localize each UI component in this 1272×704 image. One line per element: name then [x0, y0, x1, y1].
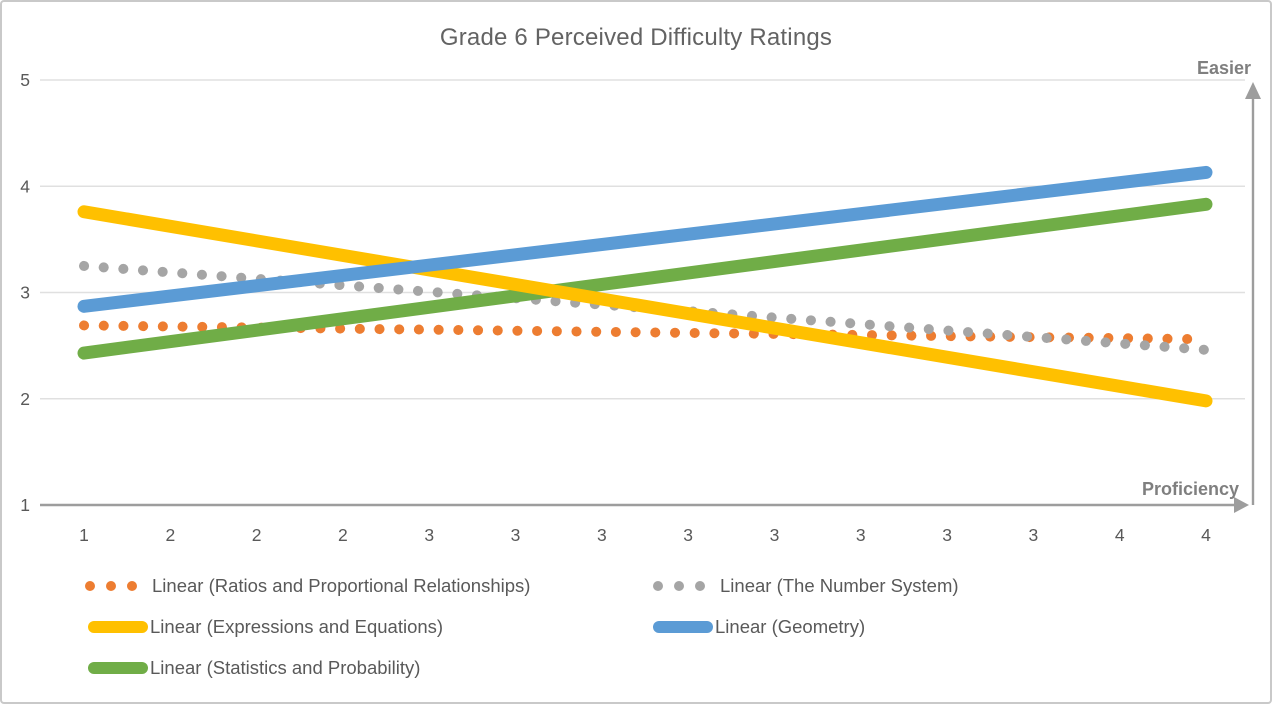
easier-axis-annotation: Easier — [1196, 58, 1251, 78]
x-axis-arrowhead — [1234, 497, 1249, 513]
trendline-expressions — [77, 205, 1213, 408]
x-tick-label: 2 — [338, 525, 348, 545]
y-tick-label: 1 — [20, 495, 30, 515]
x-tick-label: 4 — [1201, 525, 1211, 545]
x-tick-label: 3 — [856, 525, 866, 545]
y-tick-label: 4 — [20, 176, 30, 196]
y-tick-label: 2 — [20, 389, 30, 409]
x-tick-label: 2 — [252, 525, 262, 545]
y-tick-label: 5 — [20, 70, 30, 90]
x-tick-label: 3 — [511, 525, 521, 545]
x-tick-label: 3 — [683, 525, 693, 545]
x-tick-label: 2 — [165, 525, 175, 545]
x-tick-label: 3 — [424, 525, 434, 545]
x-tick-label: 4 — [1115, 525, 1125, 545]
trendline-geometry — [77, 165, 1213, 313]
proficiency-axis-annotation: Proficiency — [1141, 479, 1239, 499]
trendline-statistics — [77, 197, 1213, 360]
x-tick-label: 3 — [942, 525, 952, 545]
chart-title: Grade 6 Perceived Difficulty Ratings — [439, 24, 833, 51]
x-tick-label: 3 — [770, 525, 780, 545]
y-tick-label: 3 — [20, 283, 30, 303]
x-tick-label: 3 — [1029, 525, 1039, 545]
y-arrowhead — [1245, 82, 1261, 99]
x-tick-label: 1 — [79, 525, 89, 545]
x-tick-label: 3 — [597, 525, 607, 545]
